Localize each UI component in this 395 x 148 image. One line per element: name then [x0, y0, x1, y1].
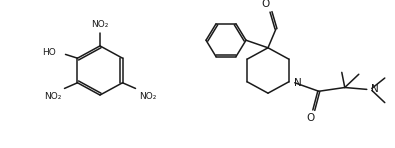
Text: N: N — [294, 78, 301, 88]
Text: NO₂: NO₂ — [139, 92, 156, 101]
Text: HO: HO — [42, 48, 55, 57]
Text: O: O — [262, 0, 270, 9]
Text: N: N — [371, 84, 378, 94]
Text: NO₂: NO₂ — [91, 20, 109, 29]
Text: NO₂: NO₂ — [44, 92, 61, 101]
Text: O: O — [307, 113, 315, 123]
